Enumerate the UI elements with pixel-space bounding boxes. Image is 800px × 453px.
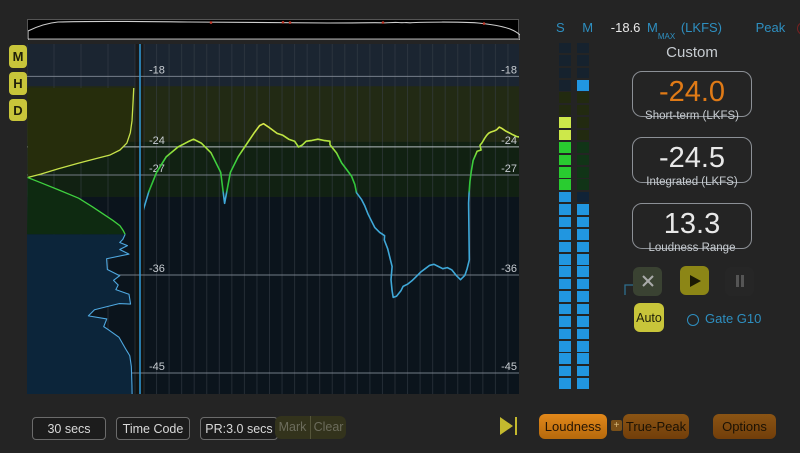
- svg-text:-45: -45: [501, 361, 517, 373]
- svg-text:-36: -36: [501, 263, 517, 275]
- svg-text:-45: -45: [149, 361, 165, 373]
- svg-text:-36: -36: [149, 263, 165, 275]
- svg-text:-24: -24: [501, 135, 517, 147]
- svg-text:-27: -27: [501, 163, 517, 175]
- svg-text:-24: -24: [149, 135, 165, 147]
- svg-text:-18: -18: [501, 65, 517, 77]
- svg-text:-18: -18: [149, 65, 165, 77]
